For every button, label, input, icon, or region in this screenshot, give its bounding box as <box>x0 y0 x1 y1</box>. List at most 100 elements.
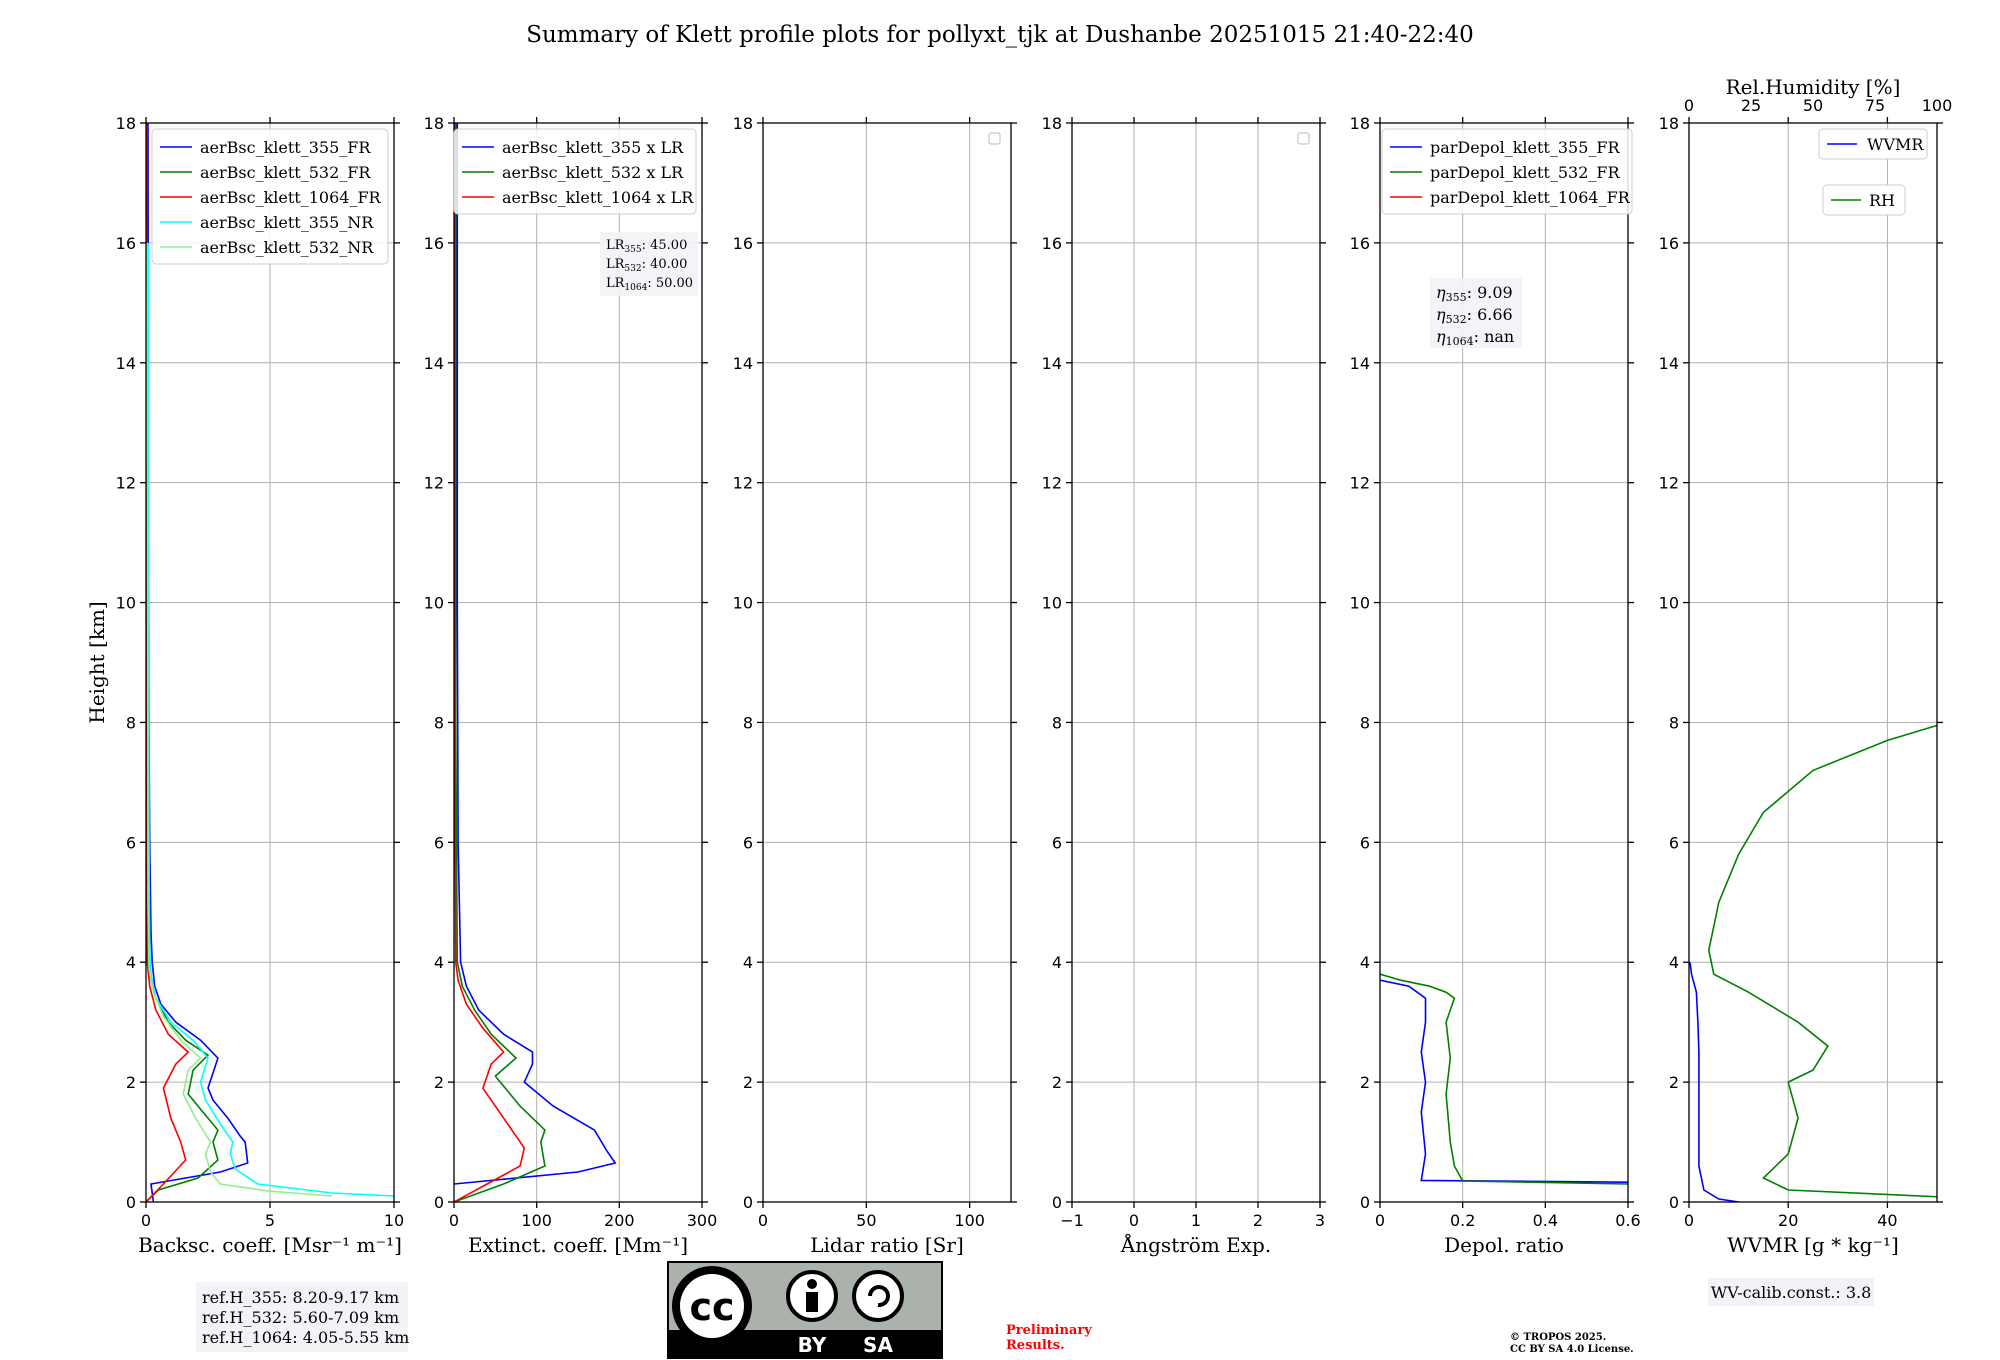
y-tick-label: 12 <box>1042 474 1062 493</box>
annotation-box <box>196 1282 408 1352</box>
y-tick-label: 8 <box>1360 713 1370 732</box>
y-tick-label: 14 <box>733 354 753 373</box>
x-tick-label: 10 <box>384 1211 404 1230</box>
legend-entry: aerBsc_klett_532 x LR <box>502 163 684 182</box>
y-tick-label: 14 <box>1659 354 1679 373</box>
series-line-WVMR <box>1689 962 1739 1202</box>
panel-5: 0 2 4 6 8 10 12 14 16 18 0 0.2 0.4 0.6 Depol. ratio par… <box>1350 114 1641 1257</box>
legend-entry: parDepol_klett_355_FR <box>1430 138 1621 157</box>
x2-tick-label: 25 <box>1741 96 1761 115</box>
x-tick-label: 5 <box>265 1211 275 1230</box>
y-tick-label: 0 <box>1052 1193 1062 1212</box>
plot-frame <box>762 122 1012 1203</box>
x-tick-label: 1 <box>1191 1211 1201 1230</box>
x-tick-label: 2 <box>1253 1211 1263 1230</box>
x-tick-label: 0 <box>1129 1211 1139 1230</box>
cc-icon: cc <box>689 1285 734 1329</box>
x-tick-label: 0.4 <box>1533 1211 1558 1230</box>
y-tick-label: 4 <box>1669 953 1679 972</box>
y-tick-label: 16 <box>1350 234 1370 253</box>
x-tick-label: 3 <box>1315 1211 1325 1230</box>
cc-license-badge: cc BY SA <box>667 1261 943 1359</box>
y-tick-label: 4 <box>434 953 444 972</box>
x-tick-label: 0 <box>1375 1211 1385 1230</box>
y-tick-label: 16 <box>733 234 753 253</box>
annotation-box <box>1430 278 1522 348</box>
x-tick-label: 100 <box>954 1211 985 1230</box>
x-axis-label: Ångström Exp. <box>1120 1232 1271 1257</box>
y-tick-label: 10 <box>424 594 444 613</box>
series-line-parDepol_klett_355_FR <box>1380 979 1628 1183</box>
lidar-ratio-box: LR355: 45.00 LR532: 40.00 LR1064: 50.00 <box>600 232 698 296</box>
legend-entry: aerBsc_klett_1064 x LR <box>502 188 694 207</box>
legend-entry: WVMR <box>1867 135 1924 154</box>
y-tick-label: 2 <box>126 1073 136 1092</box>
y-tick-label: 8 <box>743 713 753 732</box>
x-axis-label: Lidar ratio [Sr] <box>810 1233 964 1257</box>
y-tick-label: 12 <box>1659 474 1679 493</box>
preliminary-text: Preliminary <box>1006 1323 1092 1338</box>
cc-circle-inner <box>680 1274 744 1338</box>
legend-box <box>1381 128 1633 215</box>
y-tick-label: 0 <box>126 1193 136 1212</box>
y-tick-label: 10 <box>1042 594 1062 613</box>
y-tick-label: 4 <box>1052 953 1062 972</box>
x-tick-label: 0 <box>449 1211 459 1230</box>
x-tick-label: 200 <box>604 1211 635 1230</box>
annotation-text: LR1064: 50.00 <box>606 276 693 293</box>
x-tick-label: 50 <box>856 1211 876 1230</box>
series-line-aerBsc_klett_1064_FR <box>146 123 190 1202</box>
x-tick-label: 0 <box>1684 1211 1694 1230</box>
y-tick-label: 4 <box>126 953 136 972</box>
legend-entry: RH <box>1869 191 1895 210</box>
legend-empty-box <box>988 132 1001 145</box>
annotation-text: LR355: 45.00 <box>606 238 687 255</box>
y-tick-label: 8 <box>434 713 444 732</box>
y-tick-label: 18 <box>1042 114 1062 133</box>
legend-entry: parDepol_klett_532_FR <box>1430 163 1621 182</box>
y-tick-label: 6 <box>1052 833 1062 852</box>
y-tick-label: 8 <box>126 713 136 732</box>
y-tick-label: 8 <box>1052 713 1062 732</box>
x-tick-label: 20 <box>1778 1211 1798 1230</box>
y-tick-label: 6 <box>1360 833 1370 852</box>
annotation-box <box>1708 1278 1874 1306</box>
x-tick-label: −1 <box>1060 1211 1084 1230</box>
y-tick-label: 2 <box>1669 1073 1679 1092</box>
y-tick-label: 6 <box>434 833 444 852</box>
preliminary-text: Results. <box>1006 1338 1065 1353</box>
reference-height-text: ref.H_532: 5.60-7.09 km <box>202 1308 399 1327</box>
x-axis-label: Extinct. coeff. [Mm⁻¹] <box>468 1233 688 1257</box>
y-tick-label: 10 <box>1659 594 1679 613</box>
legend-entry: aerBsc_klett_1064_FR <box>200 188 382 207</box>
y-tick-label: 12 <box>1350 474 1370 493</box>
y-tick-label: 6 <box>1669 833 1679 852</box>
x-axis-label: Backsc. coeff. [Msr⁻¹ m⁻¹] <box>138 1233 402 1257</box>
y-tick-label: 10 <box>116 594 136 613</box>
y-tick-label: 18 <box>116 114 136 133</box>
y-tick-label: 18 <box>1350 114 1370 133</box>
series-line-aerBsc_klett_532 x LR <box>454 123 546 1202</box>
annotation-text: η532: 6.66 <box>1436 305 1513 326</box>
x-axis-label: WVMR [g * kg⁻¹] <box>1727 1233 1899 1257</box>
y-tick-label: 16 <box>1659 234 1679 253</box>
reference-height-text: ref.H_1064: 4.05-5.55 km <box>202 1328 409 1347</box>
y-tick-label: 6 <box>743 833 753 852</box>
y-tick-label: 18 <box>733 114 753 133</box>
legend: parDepol_klett_355_FR parDepol_klett_532_… <box>1381 128 1633 215</box>
series-line-aerBsc_klett_355 x LR <box>454 123 617 1185</box>
x-tick-label: 0.2 <box>1450 1211 1475 1230</box>
y-tick-label: 2 <box>434 1073 444 1092</box>
y-tick-label: 0 <box>1360 1193 1370 1212</box>
x2-tick-label: 0 <box>1684 96 1694 115</box>
annotation-text: LR532: 40.00 <box>606 257 687 274</box>
copyright-text: CC BY SA 4.0 License. <box>1510 1344 1634 1355</box>
y-tick-label: 14 <box>116 354 136 373</box>
legend-entry: aerBsc_klett_355 x LR <box>502 138 684 157</box>
badge-by-text: BY <box>798 1333 827 1357</box>
legend-box <box>1822 184 1906 216</box>
panel-3: 0 2 4 6 8 10 12 14 16 18 0 50 100 Lidar ratio [Sr] <box>733 114 1017 1257</box>
